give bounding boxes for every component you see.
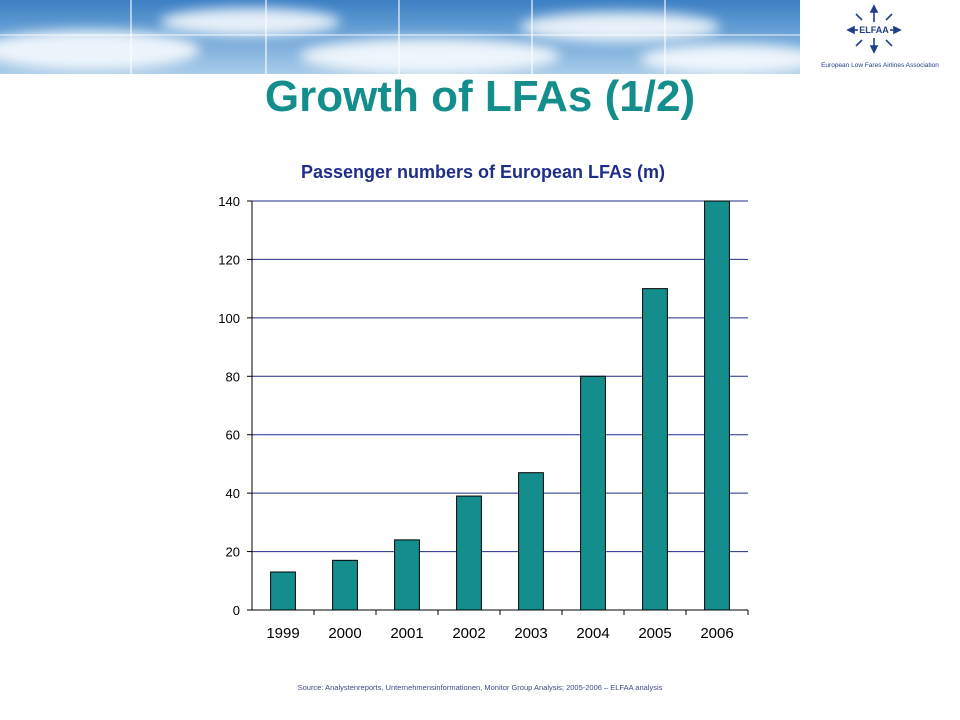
x-tick-label: 2001 — [390, 625, 423, 642]
x-tick-label: 2002 — [452, 625, 485, 642]
bar — [704, 200, 730, 611]
y-tick-label: 20 — [226, 545, 240, 560]
x-tick-label: 2005 — [638, 625, 671, 642]
elfaa-logo: ELFAA — [800, 0, 960, 74]
bar — [456, 495, 482, 611]
bar — [394, 539, 420, 611]
y-tick-label: 140 — [218, 194, 240, 209]
x-tick-label: 2000 — [328, 625, 361, 642]
bar — [518, 472, 544, 611]
y-tick-label: 40 — [226, 486, 240, 501]
svg-text:ELFAA: ELFAA — [859, 25, 889, 35]
sky-banner — [0, 0, 800, 74]
bar — [270, 571, 296, 611]
y-tick-label: 120 — [218, 252, 240, 267]
source-note: Source: Analystenreports, Unternehmensin… — [297, 683, 663, 692]
y-tick-label: 0 — [233, 603, 240, 618]
chart-title: Passenger numbers of European LFAs (m) — [300, 162, 666, 182]
y-tick-label: 100 — [218, 311, 240, 326]
y-tick-label: 80 — [226, 369, 240, 384]
compass-arrows-icon: ELFAA — [846, 4, 902, 54]
slide-title: Growth of LFAs (1/2) — [264, 72, 696, 121]
bar — [642, 288, 668, 611]
x-tick-label: 2006 — [700, 625, 733, 642]
bar — [580, 375, 606, 611]
y-tick-label: 60 — [226, 428, 240, 443]
bar — [332, 559, 358, 611]
logo-caption: European Low Fares Airlines Association — [821, 62, 939, 69]
x-tick-label: 2003 — [514, 625, 547, 642]
x-tick-label: 1999 — [266, 625, 299, 642]
x-tick-label: 2004 — [576, 625, 609, 642]
